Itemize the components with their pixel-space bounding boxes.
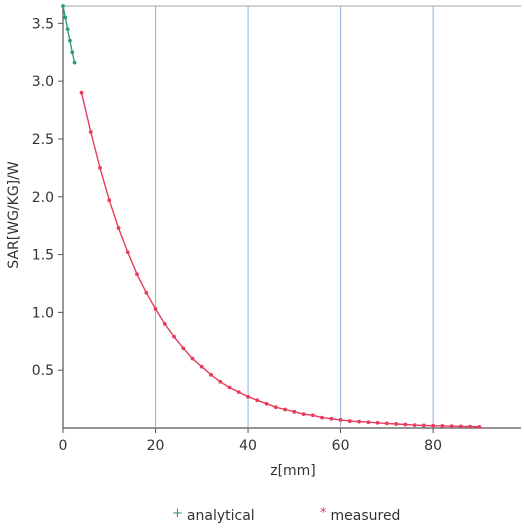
data-point-measured	[394, 422, 398, 426]
x-tick-label: 60	[332, 438, 350, 454]
legend-label-analytical: analytical	[186, 508, 255, 524]
series-line-analytical	[62, 5, 76, 63]
data-point-measured	[227, 385, 232, 390]
data-point-measured	[338, 418, 343, 422]
data-point-measured	[218, 379, 223, 384]
y-axis-ticks: 0.5 1.0 1.5 2.0 2.5 3.0 3.5	[32, 16, 63, 379]
data-point-measured	[366, 420, 371, 425]
plot-area	[62, 5, 521, 429]
data-point-measured	[375, 420, 380, 425]
legend-marker-measured: *	[320, 506, 327, 521]
data-point-measured	[181, 346, 186, 351]
legend: + analytical * measured	[0, 506, 524, 528]
data-point-measured	[255, 398, 260, 403]
data-point-measured	[209, 372, 213, 377]
data-point-measured	[98, 165, 102, 170]
data-point-measured	[190, 356, 195, 361]
data-point-analytical	[70, 50, 75, 55]
data-point-measured	[264, 401, 269, 406]
data-point-measured	[135, 272, 139, 277]
y-tick-label: 3.5	[32, 16, 54, 32]
data-point-measured	[246, 394, 250, 399]
data-point-measured	[403, 422, 408, 427]
data-point-measured	[421, 423, 426, 428]
data-point-measured	[107, 198, 112, 203]
data-point-measured	[357, 419, 361, 424]
data-point-measured	[440, 424, 445, 428]
y-tick-label: 1.0	[32, 305, 54, 321]
legend-item-analytical: + analytical	[172, 506, 255, 524]
data-point-analytical	[68, 38, 72, 43]
data-point-analytical	[72, 60, 77, 65]
data-point-measured	[301, 412, 306, 417]
data-point-measured	[199, 364, 204, 369]
data-point-measured	[412, 423, 417, 428]
data-point-measured	[320, 415, 324, 420]
data-point-measured	[477, 424, 482, 429]
data-point-measured	[310, 413, 315, 418]
x-tick-label: 0	[59, 438, 68, 454]
y-axis-title: SAR[WG/KG]/W	[6, 161, 22, 269]
y-tick-label: 2.5	[32, 132, 54, 148]
data-point-measured	[162, 322, 167, 326]
x-tick-label: 80	[424, 438, 442, 454]
y-tick-label: 1.5	[32, 248, 54, 264]
data-point-measured	[153, 307, 158, 311]
series-line-measured	[80, 92, 480, 428]
data-point-measured	[236, 390, 241, 395]
data-point-measured	[449, 424, 454, 429]
data-points	[61, 4, 482, 429]
data-point-measured	[273, 405, 278, 410]
data-point-measured	[468, 424, 473, 429]
y-tick-label: 3.0	[32, 74, 54, 90]
data-point-measured	[347, 419, 352, 423]
data-point-measured	[283, 407, 287, 412]
legend-item-measured: * measured	[320, 506, 400, 524]
data-point-measured	[458, 424, 463, 429]
data-point-measured	[431, 423, 436, 428]
legend-marker-analytical: +	[172, 506, 183, 521]
data-point-analytical	[63, 15, 68, 20]
data-point-analytical	[65, 27, 70, 32]
data-point-measured	[88, 130, 93, 134]
y-tick-label: 0.5	[32, 363, 54, 379]
x-axis-title: z[mm]	[270, 463, 316, 479]
data-point-measured	[384, 421, 389, 426]
x-tick-label: 40	[239, 438, 257, 454]
data-point-measured	[172, 334, 176, 339]
x-tick-label: 20	[147, 438, 165, 454]
data-point-measured	[292, 409, 297, 414]
data-point-measured	[116, 226, 121, 230]
y-tick-label: 2.0	[32, 190, 54, 206]
data-point-measured	[329, 416, 334, 421]
data-point-measured	[144, 290, 149, 295]
data-point-measured	[125, 250, 130, 255]
data-point-measured	[79, 90, 84, 95]
grid-lines	[155, 6, 434, 428]
data-point-analytical	[61, 4, 65, 8]
x-axis-ticks: 0 20 40 60 80	[59, 428, 442, 454]
series-lines	[62, 5, 480, 428]
legend-label-measured: measured	[330, 508, 401, 524]
